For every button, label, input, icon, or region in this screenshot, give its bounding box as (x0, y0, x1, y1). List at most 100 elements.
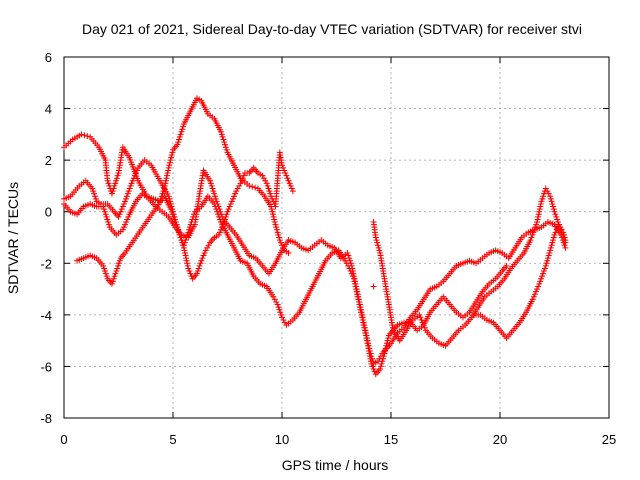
data-point (361, 324, 368, 331)
data-point (558, 226, 565, 233)
x-tick-label: 15 (384, 432, 398, 447)
data-point (355, 293, 362, 300)
data-point (105, 219, 112, 226)
data-point (101, 208, 108, 215)
data-point (354, 288, 361, 295)
data-point (175, 229, 182, 236)
data-point (385, 335, 392, 342)
data-point (196, 262, 203, 269)
data-point (163, 175, 170, 182)
data-point (166, 159, 173, 166)
data-point (177, 131, 184, 138)
data-point (214, 200, 221, 207)
data-point (124, 216, 131, 223)
data-point (176, 133, 183, 140)
data-point (162, 177, 169, 184)
data-point (118, 206, 125, 213)
data-point (373, 237, 380, 244)
data-point (533, 221, 540, 228)
data-point (284, 175, 291, 182)
data-point (417, 314, 424, 321)
data-point (271, 216, 278, 223)
data-point (105, 221, 112, 228)
data-point (175, 139, 182, 146)
data-point (205, 242, 212, 249)
data-point (122, 221, 129, 228)
data-point (544, 257, 551, 264)
data-point (550, 237, 557, 244)
data-point (108, 190, 115, 197)
data-point (281, 319, 288, 326)
data-point (119, 203, 126, 210)
data-point (286, 180, 293, 187)
data-point (210, 188, 217, 195)
data-point (377, 366, 384, 373)
data-point (268, 206, 275, 213)
data-point (553, 226, 560, 233)
data-point (354, 291, 361, 298)
data-point (102, 270, 109, 277)
y-tick-label: -4 (40, 308, 52, 323)
data-point (270, 293, 277, 300)
data-point (357, 304, 364, 311)
data-point (216, 206, 223, 213)
data-point (278, 311, 285, 318)
data-point (347, 257, 354, 264)
data-point (228, 198, 235, 205)
data-point (539, 270, 546, 277)
data-point (202, 247, 209, 254)
data-point (217, 128, 224, 135)
data-point (376, 355, 383, 362)
data-point (265, 185, 272, 192)
data-point (271, 296, 278, 303)
y-axis-label: SDTVAR / TECUs (5, 182, 21, 294)
data-point (352, 280, 359, 287)
data-point (538, 275, 545, 282)
data-point (347, 260, 354, 267)
grid-lines (64, 57, 609, 418)
series-track-3 (61, 167, 569, 367)
data-point (111, 273, 118, 280)
data-point (280, 317, 287, 324)
data-point (273, 224, 280, 231)
data-point (540, 268, 547, 275)
data-point (218, 131, 225, 138)
data-point (418, 317, 425, 324)
data-point (279, 314, 285, 321)
y-tick-label: 6 (45, 50, 52, 65)
data-point (542, 262, 549, 269)
data-point (367, 350, 374, 357)
data-point (115, 260, 122, 267)
data-point (217, 208, 224, 215)
data-point (360, 317, 367, 324)
data-point (167, 157, 174, 164)
data-point (124, 190, 131, 197)
data-point (224, 208, 231, 215)
data-point (91, 190, 98, 197)
y-tick-label: 4 (45, 102, 52, 117)
data-point (349, 268, 356, 275)
data-point (355, 296, 362, 303)
data-point (530, 293, 537, 300)
data-point (375, 244, 382, 251)
data-point (352, 278, 359, 285)
data-point (542, 185, 549, 192)
data-point (201, 249, 208, 256)
data-point (539, 195, 546, 202)
data-point (120, 224, 127, 231)
data-point (175, 136, 182, 143)
data-point (539, 273, 546, 280)
data-point (531, 226, 538, 233)
data-point (209, 185, 216, 192)
data-point (277, 309, 284, 316)
data-point (207, 180, 214, 187)
data-point (366, 347, 373, 354)
data-point (122, 195, 129, 202)
data-point (551, 208, 558, 215)
data-point (268, 193, 275, 200)
data-point (169, 149, 176, 156)
data-point (106, 182, 113, 189)
data-point (178, 128, 185, 135)
data-point (92, 195, 99, 202)
y-tick-label: -6 (40, 359, 52, 374)
